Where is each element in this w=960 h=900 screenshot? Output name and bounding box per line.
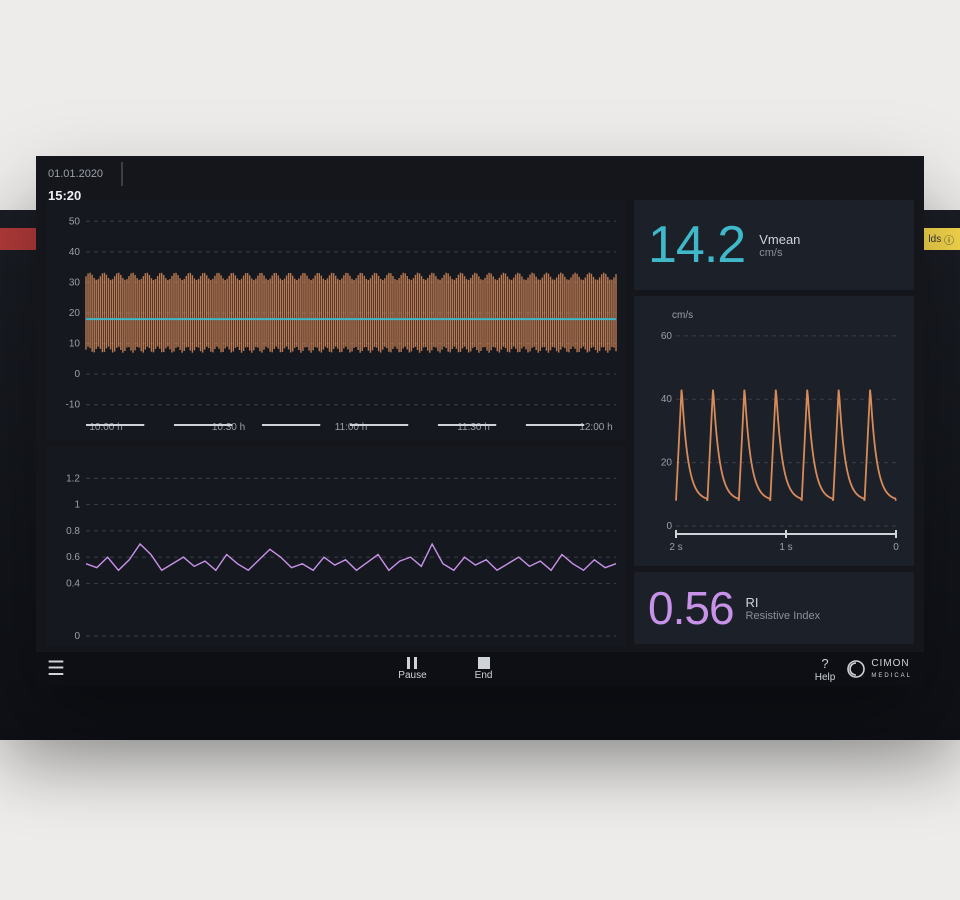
svg-text:0.6: 0.6 (66, 552, 80, 563)
svg-text:1.2: 1.2 (66, 473, 80, 484)
svg-text:1: 1 (74, 500, 80, 511)
svg-text:40: 40 (69, 247, 81, 258)
vmean-value: 14.2 (648, 215, 745, 275)
waveform-card: cm/s 0 20 40 60 2 s 1 s 0 (634, 296, 914, 566)
svg-text:11:30 h: 11:30 h (457, 422, 490, 433)
end-label: End (475, 670, 493, 681)
svg-text:10: 10 (69, 339, 81, 350)
bg-red-indicator (0, 228, 38, 250)
stop-icon (478, 657, 490, 669)
svg-text:2 s: 2 s (669, 542, 682, 553)
help-button[interactable]: ? Help (815, 656, 836, 683)
help-icon: ? (821, 656, 828, 671)
pause-label: Pause (398, 670, 426, 681)
svg-text:1 s: 1 s (779, 542, 792, 553)
svg-text:11:00 h: 11:00 h (335, 422, 368, 433)
header-datetime: 01.01.2020 15:20 (48, 162, 123, 203)
ri-readout: 0.56 RI Resistive Index (634, 572, 914, 644)
ri-value: 0.56 (648, 581, 734, 635)
svg-text:12:00 h: 12:00 h (579, 422, 612, 433)
svg-text:0: 0 (666, 521, 672, 532)
svg-text:0: 0 (893, 542, 899, 553)
svg-text:0: 0 (74, 369, 80, 380)
svg-text:40: 40 (661, 394, 673, 405)
svg-text:-10: -10 (66, 400, 81, 411)
brand-logo: CIMONMEDICAL (847, 658, 912, 680)
ri-sublabel: Resistive Index (746, 610, 821, 622)
header-date: 01.01.2020 (48, 168, 103, 180)
svg-text:0.4: 0.4 (66, 578, 80, 589)
pause-button[interactable]: Pause (398, 657, 426, 681)
svg-text:30: 30 (69, 277, 81, 288)
svg-text:50: 50 (69, 216, 81, 227)
svg-text:60: 60 (661, 331, 673, 342)
vmean-label: Vmean (759, 232, 800, 247)
bottom-bar: ☰ Pause End ? Help CIMONMEDICAL (36, 652, 924, 686)
vmean-readout: 14.2 Vmean cm/s (634, 200, 914, 290)
brand-icon (847, 660, 865, 678)
help-label: Help (815, 672, 836, 683)
svg-text:0.8: 0.8 (66, 526, 80, 537)
svg-text:20: 20 (69, 308, 81, 319)
vmean-unit: cm/s (759, 247, 800, 259)
menu-button[interactable]: ☰ (36, 659, 76, 679)
svg-text:20: 20 (661, 458, 673, 469)
ri-trend-chart: 0 0.4 0.6 0.8 1 1.2 (46, 446, 626, 646)
device-screen: 01.01.2020 15:20 -100102030405010:00 h10… (36, 156, 924, 686)
velocity-trend-chart: -10 0 10 20 30 40 50 10:00 h 10:30 h 11:00 h 11:30… (46, 200, 626, 440)
pause-icon (406, 657, 418, 669)
ri-label: RI (746, 595, 759, 610)
svg-text:10:00 h: 10:00 h (89, 422, 122, 433)
svg-text:10:30 h: 10:30 h (212, 422, 245, 433)
end-button[interactable]: End (475, 657, 493, 681)
svg-text:cm/s: cm/s (672, 310, 693, 321)
svg-text:0: 0 (74, 631, 80, 642)
